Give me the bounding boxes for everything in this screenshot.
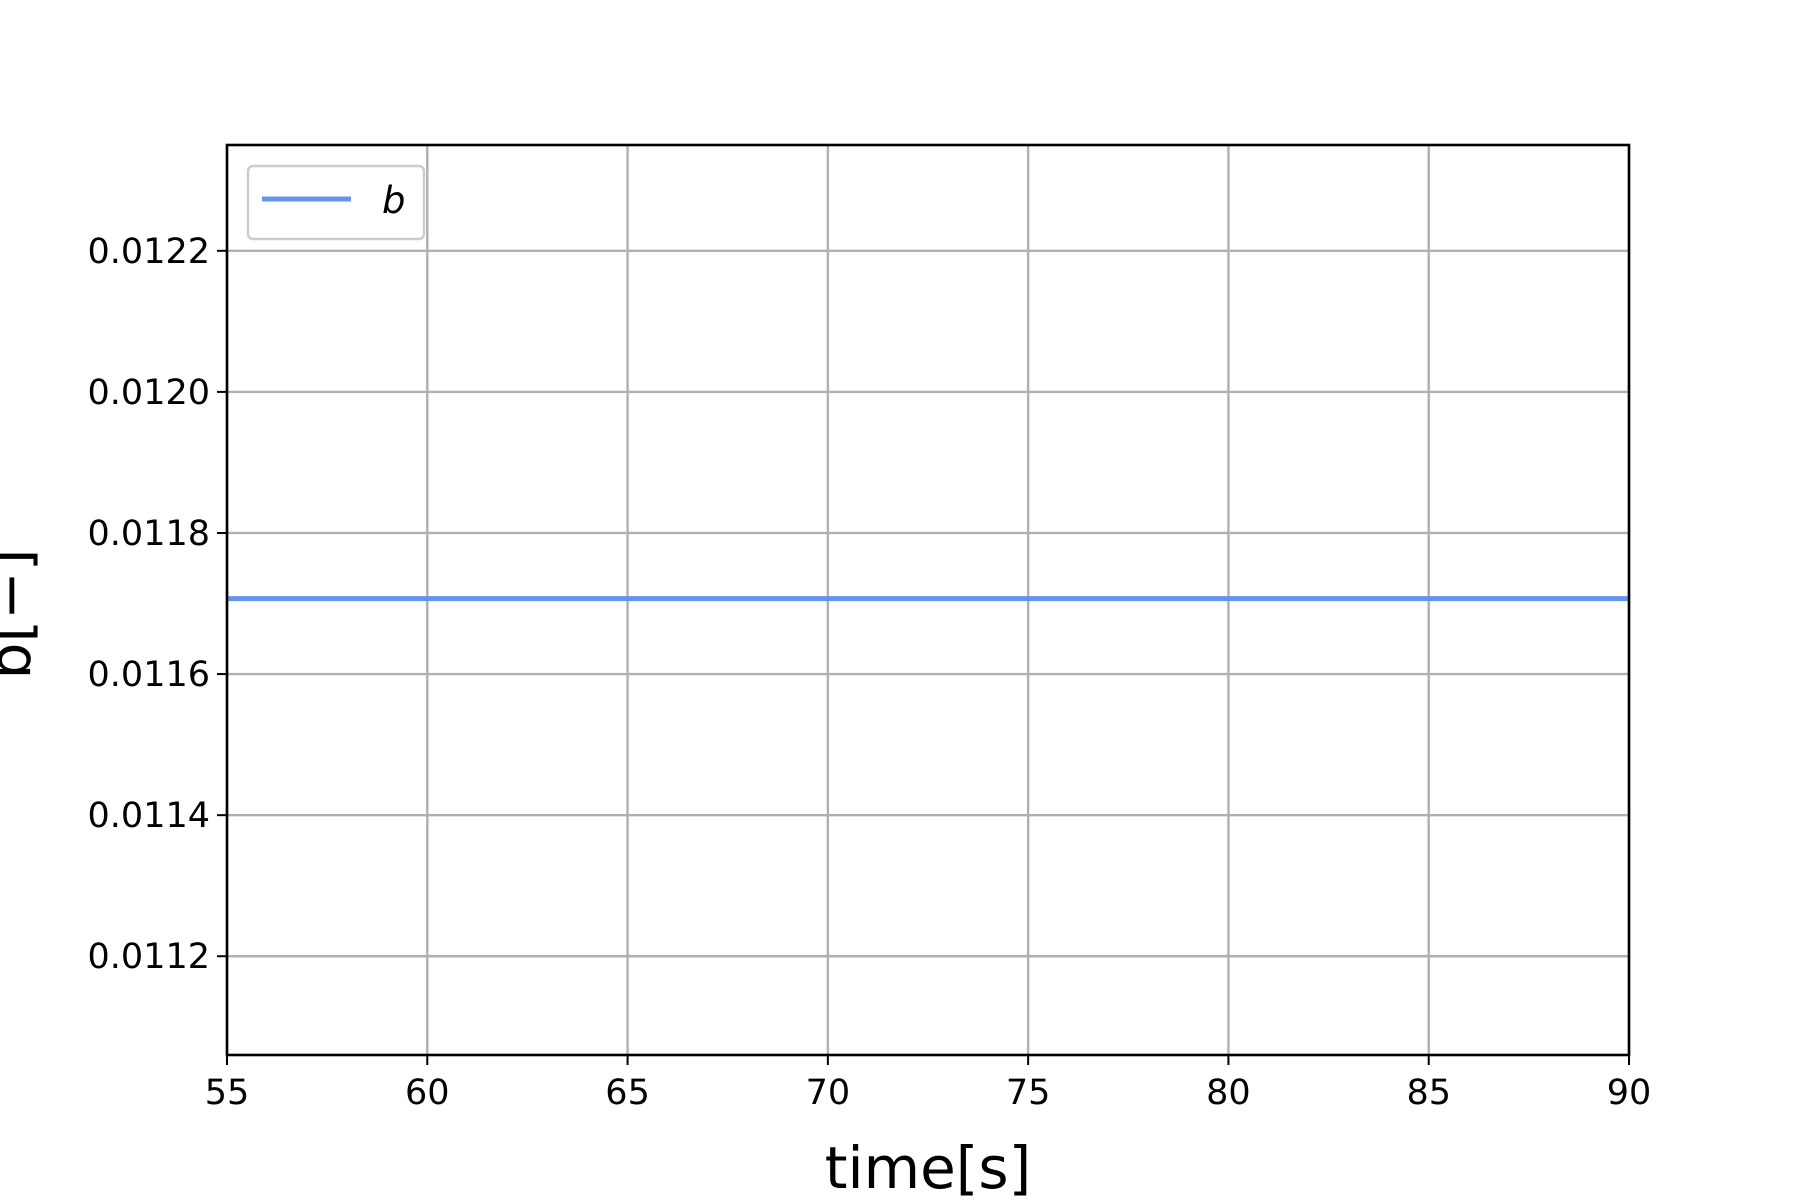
y-tick-label: 0.0112 — [88, 937, 210, 977]
x-tick-label: 65 — [605, 1073, 650, 1113]
y-tick-label: 0.0116 — [88, 655, 210, 695]
x-tick-label: 80 — [1206, 1073, 1251, 1113]
plot-area-frame — [225, 143, 1631, 1057]
legend: b — [246, 164, 426, 241]
y-axis-title: b[−] — [0, 549, 44, 680]
axis-ticks: 55 60 65 70 75 80 85 90 0.0112 0.0114 0.0116 0.0118… — [88, 232, 1652, 1113]
x-tick-label: 75 — [1006, 1073, 1051, 1113]
x-tick-label: 55 — [205, 1073, 250, 1113]
y-tick-label: 0.0120 — [88, 373, 210, 413]
y-tick-label: 0.0118 — [88, 514, 210, 554]
y-tick-label: 0.0114 — [88, 796, 210, 836]
x-tick-label: 60 — [405, 1073, 450, 1113]
x-axis-title: time[s] — [825, 1134, 1032, 1200]
legend-box — [246, 164, 426, 241]
x-tick-label: 90 — [1607, 1073, 1652, 1113]
x-tick-label: 85 — [1406, 1073, 1451, 1113]
x-tick-label: 70 — [806, 1073, 851, 1113]
legend-label-b: b — [382, 179, 406, 222]
y-tick-label: 0.0122 — [88, 232, 210, 272]
